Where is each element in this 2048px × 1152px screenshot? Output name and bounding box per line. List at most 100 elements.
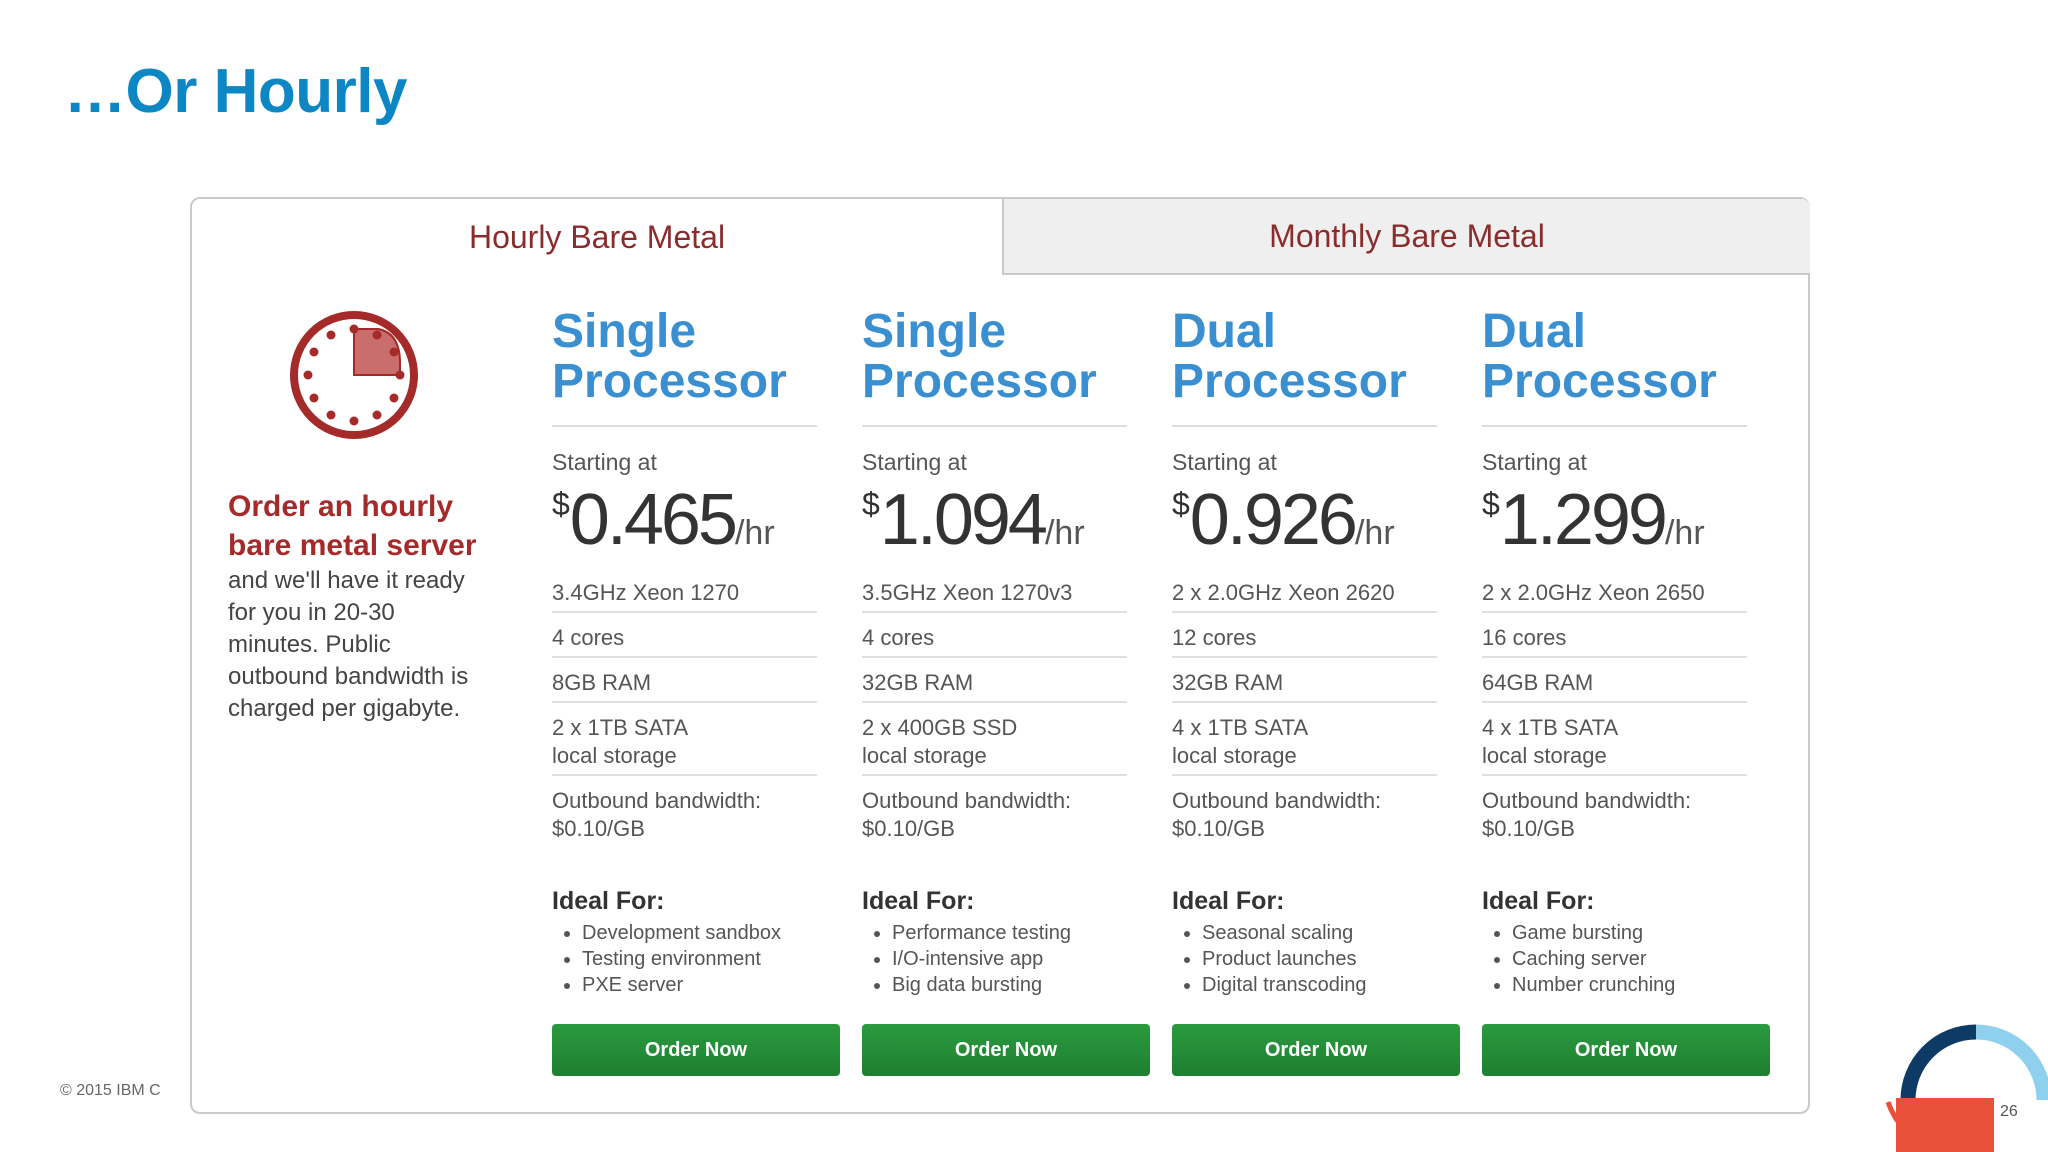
ideal-for-item: Big data bursting — [892, 972, 1127, 998]
spec-storage-line: local storage — [1172, 743, 1297, 768]
plan-name-line: Processor — [1172, 355, 1407, 408]
currency-symbol: $ — [1172, 486, 1190, 522]
spec-bandwidth-line: Outbound bandwidth: — [1482, 788, 1692, 813]
spec-storage-line: local storage — [862, 743, 987, 768]
tab-bar: Hourly Bare Metal Monthly Bare Metal — [192, 199, 1810, 275]
tab-hourly-bare-metal[interactable]: Hourly Bare Metal — [192, 199, 1002, 275]
plan-card: Dual Processor Starting at $0.926/hr 2 x… — [1172, 307, 1437, 998]
spec-storage: 2 x 1TB SATA local storage — [552, 703, 817, 776]
slide-title: …Or Hourly — [64, 57, 407, 126]
starting-at-label: Starting at — [552, 449, 657, 475]
order-now-button[interactable]: Order Now — [1482, 1024, 1770, 1076]
currency-symbol: $ — [552, 486, 570, 522]
spec-ram: 32GB RAM — [1172, 658, 1437, 703]
price-amount: 1.094 — [879, 480, 1048, 560]
starting-at-label: Starting at — [1482, 449, 1587, 475]
ideal-for-item: Product launches — [1202, 946, 1437, 972]
pricing-panel: Hourly Bare Metal Monthly Bare Metal Ord… — [190, 197, 1810, 1114]
starting-at-label: Starting at — [1172, 449, 1277, 475]
ideal-for-list: Development sandbox Testing environment … — [552, 920, 817, 998]
price-unit: /hr — [734, 514, 775, 552]
plan-card: Single Processor Starting at $0.465/hr 3… — [552, 307, 817, 998]
spec-ram: 64GB RAM — [1482, 658, 1747, 703]
clock-icon — [290, 311, 418, 439]
ideal-for-heading: Ideal For: — [552, 887, 665, 915]
ideal-for-item: Number crunching — [1512, 972, 1747, 998]
spec-cpu: 2 x 2.0GHz Xeon 2620 — [1172, 568, 1437, 613]
intro-description: and we'll have it ready for you in 20-30… — [228, 565, 498, 725]
order-now-button[interactable]: Order Now — [862, 1024, 1150, 1076]
ideal-for-list: Game bursting Caching server Number crun… — [1482, 920, 1747, 998]
plan-name-line: Dual — [1172, 305, 1277, 358]
spec-cores: 4 cores — [552, 613, 817, 658]
intro-body-line: charged per gigabyte. — [228, 695, 461, 722]
plan-name-line: Single — [552, 305, 697, 358]
spec-bandwidth-line: Outbound bandwidth: — [552, 788, 762, 813]
price: $0.926/hr — [1172, 484, 1437, 556]
price-unit: /hr — [1664, 514, 1705, 552]
spec-bandwidth: Outbound bandwidth: $0.10/GB — [552, 776, 817, 847]
plan-name: Single Processor — [552, 307, 817, 427]
spec-ram: 8GB RAM — [552, 658, 817, 703]
spec-storage: 4 x 1TB SATA local storage — [1172, 703, 1437, 776]
order-now-button[interactable]: Order Now — [552, 1024, 840, 1076]
copyright-text: © 2015 IBM C — [60, 1082, 161, 1099]
price-amount: 0.465 — [569, 480, 738, 560]
spec-storage-line: 4 x 1TB SATA — [1482, 715, 1619, 740]
spec-storage-line: local storage — [1482, 743, 1607, 768]
tab-monthly-bare-metal[interactable]: Monthly Bare Metal — [1002, 199, 1810, 275]
spec-bandwidth: Outbound bandwidth: $0.10/GB — [1482, 776, 1747, 847]
spec-cpu: 3.4GHz Xeon 1270 — [552, 568, 817, 613]
spec-cores: 4 cores — [862, 613, 1127, 658]
ideal-for-item: Seasonal scaling — [1202, 920, 1437, 946]
spec-cpu: 3.5GHz Xeon 1270v3 — [862, 568, 1127, 613]
ideal-for-heading: Ideal For: — [1172, 887, 1285, 915]
spec-storage: 4 x 1TB SATA local storage — [1482, 703, 1747, 776]
spec-ram: 32GB RAM — [862, 658, 1127, 703]
spec-bandwidth-line: $0.10/GB — [1482, 816, 1575, 841]
ideal-for-item: PXE server — [582, 972, 817, 998]
plan-name-line: Dual — [1482, 305, 1587, 358]
ideal-for-heading: Ideal For: — [1482, 887, 1595, 915]
intro-heading-line: bare metal server — [228, 529, 477, 562]
intro-body-line: minutes. Public — [228, 631, 391, 658]
ideal-for-list: Seasonal scaling Product launches Digita… — [1172, 920, 1437, 998]
intro-heading-line: Order an hourly — [228, 490, 454, 523]
price-unit: /hr — [1044, 514, 1085, 552]
currency-symbol: $ — [1482, 486, 1500, 522]
ideal-for-item: Development sandbox — [582, 920, 817, 946]
ideal-for-item: I/O-intensive app — [892, 946, 1127, 972]
spec-cores: 12 cores — [1172, 613, 1437, 658]
price: $1.299/hr — [1482, 484, 1747, 556]
spec-cores: 16 cores — [1482, 613, 1747, 658]
order-now-button[interactable]: Order Now — [1172, 1024, 1460, 1076]
page-number: 26 — [2000, 1103, 2018, 1120]
plan-card: Single Processor Starting at $1.094/hr 3… — [862, 307, 1127, 998]
starting-at-label: Starting at — [862, 449, 967, 475]
price-amount: 1.299 — [1499, 480, 1668, 560]
plan-name-line: Processor — [862, 355, 1097, 408]
plan-name-line: Processor — [1482, 355, 1717, 408]
spec-bandwidth: Outbound bandwidth: $0.10/GB — [862, 776, 1127, 847]
spec-bandwidth-line: $0.10/GB — [1172, 816, 1265, 841]
intro-heading: Order an hourly bare metal server — [228, 487, 498, 565]
ideal-for-item: Caching server — [1512, 946, 1747, 972]
spec-storage-line: local storage — [552, 743, 677, 768]
intro-body-line: outbound bandwidth is — [228, 663, 469, 690]
intro-body-line: and we'll have it ready — [228, 567, 465, 594]
intro-body-line: for you in 20-30 — [228, 599, 395, 626]
plan-name-line: Single — [862, 305, 1007, 358]
plan-name: Dual Processor — [1172, 307, 1437, 427]
plan-name-line: Processor — [552, 355, 787, 408]
spec-bandwidth-line: $0.10/GB — [862, 816, 955, 841]
spec-storage-line: 2 x 400GB SSD — [862, 715, 1018, 740]
ideal-for-item: Game bursting — [1512, 920, 1747, 946]
spec-bandwidth-line: Outbound bandwidth: — [862, 788, 1072, 813]
spec-bandwidth-line: Outbound bandwidth: — [1172, 788, 1382, 813]
spec-storage: 2 x 400GB SSD local storage — [862, 703, 1127, 776]
plan-name: Dual Processor — [1482, 307, 1747, 427]
ideal-for-item: Digital transcoding — [1202, 972, 1437, 998]
ideal-for-item: Performance testing — [892, 920, 1127, 946]
ideal-for-heading: Ideal For: — [862, 887, 975, 915]
price-unit: /hr — [1354, 514, 1395, 552]
